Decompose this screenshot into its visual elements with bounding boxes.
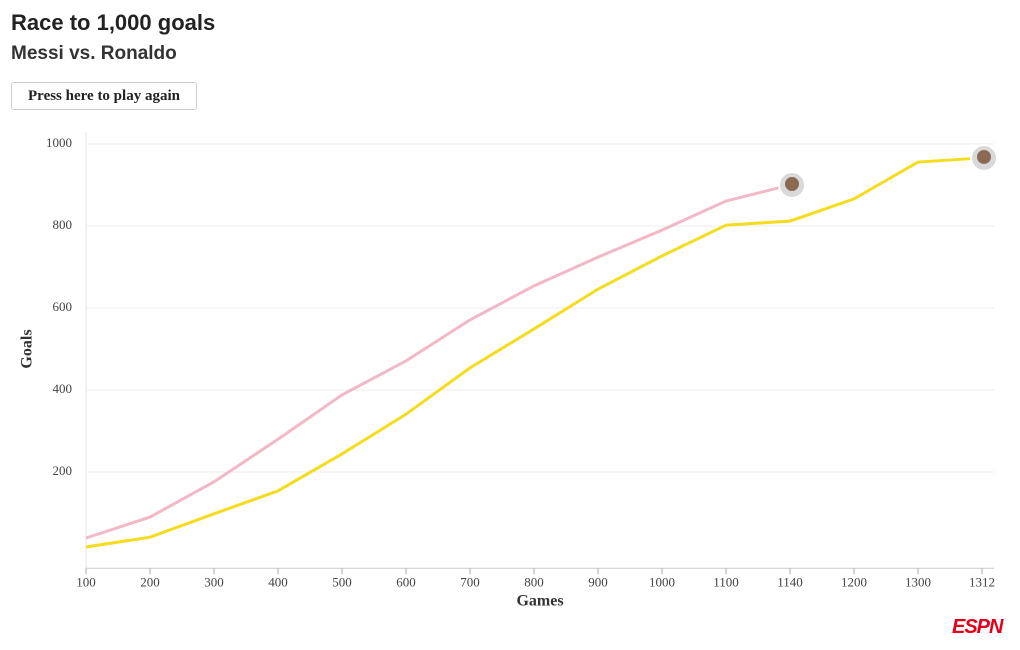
x-tick-label: 900 xyxy=(588,574,608,589)
series-line xyxy=(85,183,791,540)
y-tick-label: 800 xyxy=(53,217,73,232)
x-tick-label: 1000 xyxy=(649,574,675,589)
x-tick-label: 1300 xyxy=(905,574,931,589)
x-tick-label: 800 xyxy=(524,574,544,589)
x-tick-label: 300 xyxy=(204,574,224,589)
y-axis-title: Goals xyxy=(19,329,36,368)
x-tick-label: 1100 xyxy=(713,574,739,589)
x-tick-label: 500 xyxy=(332,574,352,589)
chart-subtitle: Messi vs. Ronaldo xyxy=(11,43,177,64)
x-axis-title: Games xyxy=(516,593,563,610)
x-tick-label: 600 xyxy=(396,574,416,589)
x-tick-label: 700 xyxy=(460,574,480,589)
x-tick-label: 100 xyxy=(76,574,96,589)
x-tick-label: 1140 xyxy=(777,574,803,589)
chart-title: Race to 1,000 goals xyxy=(11,10,216,35)
replay-button[interactable]: Press here to play again xyxy=(11,82,197,110)
logo: ESPN xyxy=(952,616,1003,638)
player-face xyxy=(977,149,991,164)
x-tick-label: 1312 xyxy=(969,574,995,589)
x-tick-label: 200 xyxy=(140,574,160,589)
series-line xyxy=(85,156,983,549)
y-tick-label: 1000 xyxy=(46,135,72,150)
x-tick-label: 400 xyxy=(268,574,288,589)
player-face xyxy=(785,177,799,191)
y-tick-label: 600 xyxy=(53,299,73,314)
x-tick-label: 1200 xyxy=(841,574,867,589)
y-tick-label: 400 xyxy=(53,381,73,396)
y-tick-label: 200 xyxy=(53,463,73,478)
